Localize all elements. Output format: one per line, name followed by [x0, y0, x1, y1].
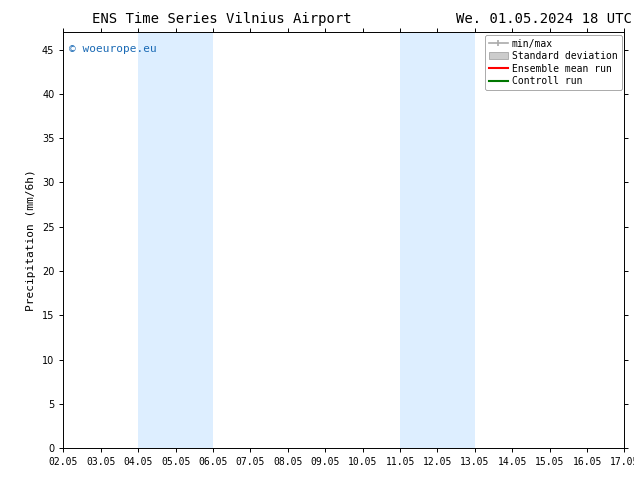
Text: We. 01.05.2024 18 UTC: We. 01.05.2024 18 UTC	[456, 12, 632, 26]
Text: ENS Time Series Vilnius Airport: ENS Time Series Vilnius Airport	[92, 12, 352, 26]
Bar	[138, 32, 213, 448]
Y-axis label: Precipitation (mm/6h): Precipitation (mm/6h)	[27, 169, 36, 311]
Text: © woeurope.eu: © woeurope.eu	[69, 44, 157, 54]
Legend: min/max, Standard deviation, Ensemble mean run, Controll run: min/max, Standard deviation, Ensemble me…	[485, 35, 621, 90]
Bar	[400, 32, 475, 448]
